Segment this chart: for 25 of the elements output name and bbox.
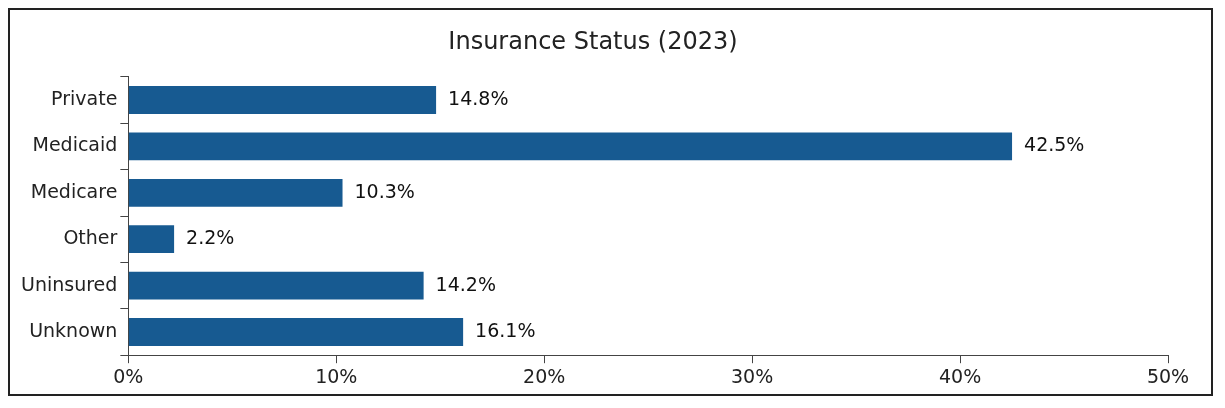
bar [128,178,343,207]
bar [128,132,1013,161]
data-label: 42.5% [1024,133,1085,156]
y-tick-label: Other [63,226,118,249]
x-tick-label: 10% [315,364,358,387]
x-tick-label: 20% [523,364,566,387]
y-tick-label: Unknown [29,318,118,341]
y-tick-label: Medicare [30,179,118,202]
y-tick-label: Uninsured [21,272,118,295]
data-label: 2.2% [186,226,235,249]
bar [128,271,424,300]
x-tick-label: 50% [1146,364,1190,387]
x-tick-label: 0% [113,364,144,387]
x-tick-label: 40% [938,364,982,387]
y-tick-label: Medicaid [32,133,118,156]
chart-title: Insurance Status (2023) [448,26,738,55]
y-tick-label: Private [51,86,118,109]
data-label: 14.2% [435,272,496,295]
data-label: 16.1% [475,318,536,341]
bar [128,318,464,346]
x-tick-label: 30% [731,364,774,387]
bar [128,86,437,114]
bar [128,225,175,254]
data-label: 14.8% [448,86,509,109]
data-label: 10.3% [354,179,415,202]
